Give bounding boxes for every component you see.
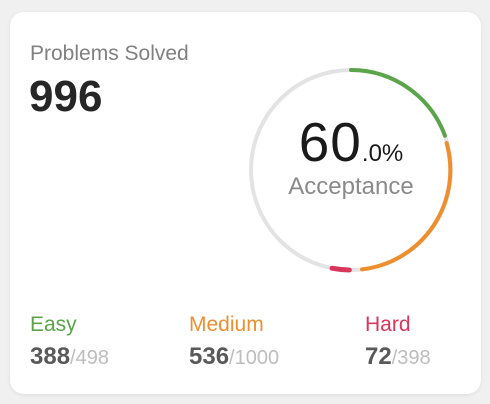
stat-medium: Medium 536/1000: [189, 314, 279, 369]
ring-center-text: 60.0% Acceptance: [246, 65, 456, 275]
acceptance-ring[interactable]: 60.0% Acceptance: [246, 65, 456, 275]
medium-total: 1000: [234, 347, 280, 369]
stat-easy: Easy 388/498: [30, 314, 109, 369]
ring-segment-hard: [329, 265, 352, 273]
hard-solved: 72: [365, 343, 392, 370]
solved-total: 996: [29, 72, 103, 121]
acceptance-integer: 60: [298, 111, 362, 173]
ring-segment-easy: [349, 68, 447, 138]
easy-label: Easy: [30, 313, 77, 336]
hard-separator: /: [391, 347, 398, 369]
easy-solved: 388: [30, 343, 71, 370]
problems-solved-card: Problems Solved 996 60.0% Acceptance Eas…: [10, 12, 481, 394]
hard-total: 398: [397, 347, 431, 369]
ring-segment-medium: [360, 141, 453, 272]
card-title: Problems Solved: [30, 42, 189, 65]
stat-hard: Hard 72/398: [365, 314, 431, 369]
easy-separator: /: [70, 347, 76, 369]
medium-label: Medium: [189, 313, 264, 336]
medium-counts: 536/1000: [189, 345, 279, 369]
acceptance-label: Acceptance: [288, 173, 414, 200]
acceptance-rate: 60.0%: [246, 115, 456, 170]
medium-separator: /: [229, 347, 235, 369]
hard-counts: 72/398: [365, 345, 431, 369]
acceptance-decimal: .0%: [361, 140, 404, 167]
medium-solved: 536: [189, 343, 230, 370]
progress-ring-graphic: [249, 68, 453, 273]
easy-total: 498: [75, 347, 109, 369]
easy-counts: 388/498: [30, 345, 109, 369]
hard-label: Hard: [365, 313, 411, 336]
